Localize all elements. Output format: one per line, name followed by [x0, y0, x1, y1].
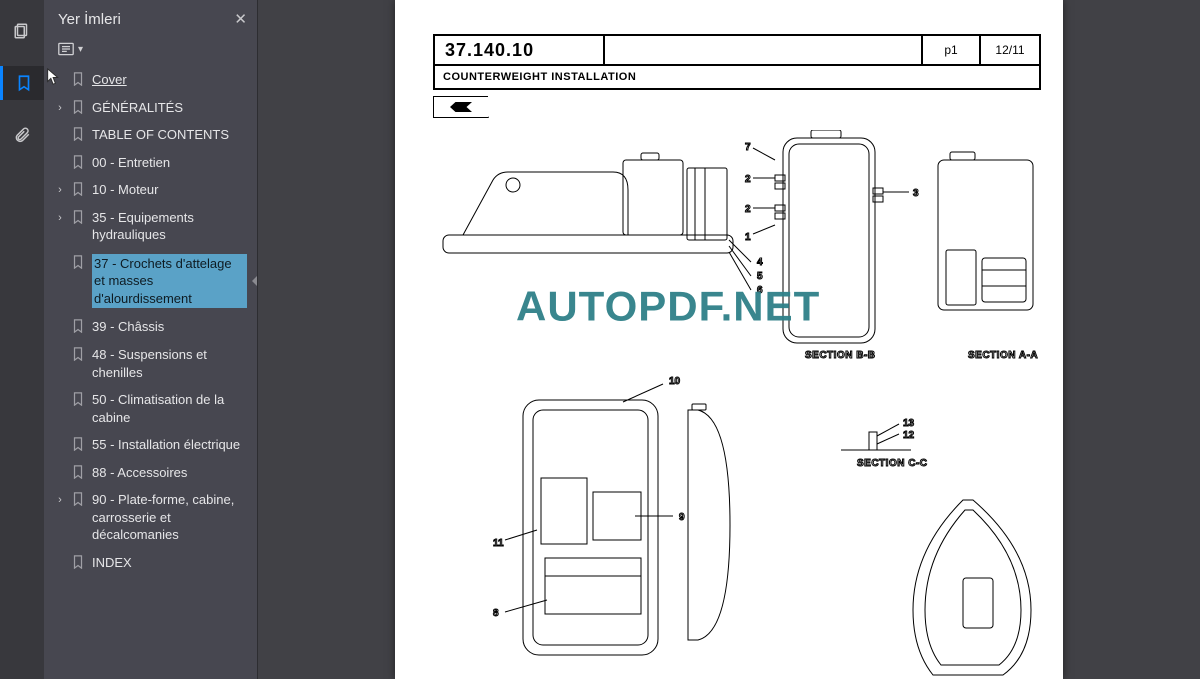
svg-text:7: 7 [745, 142, 751, 153]
page-subtitle: COUNTERWEIGHT INSTALLATION [433, 66, 1041, 90]
bookmark-item-icon [72, 392, 86, 406]
selection-marker [252, 276, 257, 286]
svg-text:12: 12 [903, 430, 915, 441]
svg-text:SECTION C-C: SECTION C-C [857, 458, 928, 469]
sidebar-item-label: 55 - Installation électrique [92, 436, 247, 454]
sidebar-item-label: 50 - Climatisation de la cabine [92, 391, 247, 426]
svg-text:2: 2 [745, 204, 751, 215]
sidebar-item[interactable]: › 10 - Moteur [50, 176, 251, 204]
sidebar-item-label: 39 - Châssis [92, 318, 247, 336]
pages-icon[interactable] [0, 14, 44, 48]
expand-icon[interactable]: › [54, 493, 66, 508]
sidebar-item[interactable]: › 90 - Plate-forme, cabine, carrosserie e… [50, 486, 251, 549]
svg-text:SECTION B-B: SECTION B-B [805, 350, 876, 361]
svg-text:1: 1 [745, 232, 751, 243]
bookmark-item-icon [72, 155, 86, 169]
svg-text:6: 6 [757, 285, 763, 296]
sidebar-item-label: INDEX [92, 554, 247, 572]
svg-text:9: 9 [679, 512, 685, 523]
bookmarks-tree[interactable]: Cover › GÉNÉRALITÉS TABLE OF CONTENTS 00 - E… [44, 66, 257, 586]
bookmark-item-icon [72, 210, 86, 224]
svg-text:3: 3 [913, 188, 919, 199]
bookmark-icon[interactable] [0, 66, 44, 100]
sidebar-item-label: 00 - Entretien [92, 154, 247, 172]
sidebar-item-label: 10 - Moteur [92, 181, 247, 199]
sidebar-item[interactable]: 88 - Accessoires [50, 459, 251, 487]
svg-text:10: 10 [669, 376, 681, 387]
svg-text:8: 8 [493, 608, 499, 619]
sidebar-item[interactable]: 55 - Installation électrique [50, 431, 251, 459]
bookmark-item-icon [72, 100, 86, 114]
tool-rail [0, 0, 44, 679]
bookmarks-panel: Yer İmleri ✕ ▾ Cover › GÉNÉRALITÉS TABLE OF… [44, 0, 258, 679]
bookmark-item-icon [72, 437, 86, 451]
sidebar-item-label: 37 - Crochets d'attelage et masses d'alo… [92, 254, 247, 309]
sidebar-item[interactable]: › 35 - Equipements hydrauliques [50, 204, 251, 249]
bookmark-item-icon [72, 72, 86, 86]
expand-icon[interactable]: › [54, 183, 66, 198]
bookmarks-toolbar[interactable]: ▾ [44, 38, 257, 66]
sidebar-item-label: GÉNÉRALITÉS [92, 99, 247, 117]
sidebar-item[interactable]: 39 - Châssis [50, 313, 251, 341]
bookmark-item-icon [72, 492, 86, 506]
sidebar-item-label: 48 - Suspensions et chenilles [92, 346, 247, 381]
sidebar-item[interactable]: Cover [50, 66, 251, 94]
bookmarks-header: Yer İmleri ✕ [44, 0, 257, 38]
bookmark-item-icon [72, 255, 86, 269]
sidebar-item-label: 88 - Accessoires [92, 464, 247, 482]
attachment-icon[interactable] [0, 118, 44, 152]
chevron-down-icon: ▾ [78, 44, 83, 55]
close-icon[interactable]: ✕ [234, 10, 247, 28]
expand-icon[interactable]: › [54, 211, 66, 226]
sidebar-item[interactable]: › GÉNÉRALITÉS [50, 94, 251, 122]
page-header-spacer [605, 36, 923, 64]
page-number: p1 [923, 36, 981, 64]
sidebar-item[interactable]: INDEX [50, 549, 251, 577]
bookmark-item-icon [72, 347, 86, 361]
pdf-viewer[interactable]: 37.140.10 p1 12/11 COUNTERWEIGHT INSTALL… [258, 0, 1200, 679]
bookmark-item-icon [72, 465, 86, 479]
sidebar-item[interactable]: 37 - Crochets d'attelage et masses d'alo… [50, 249, 251, 314]
sidebar-item[interactable]: 50 - Climatisation de la cabine [50, 386, 251, 431]
svg-text:13: 13 [903, 418, 915, 429]
page-date: 12/11 [981, 36, 1039, 64]
sidebar-item[interactable]: TABLE OF CONTENTS [50, 121, 251, 149]
bookmark-item-icon [72, 555, 86, 569]
diagram-area: 4 5 6 [433, 130, 1041, 679]
page-code: 37.140.10 [435, 36, 605, 64]
bookmark-item-icon [72, 319, 86, 333]
sidebar-item-label: 35 - Equipements hydrauliques [92, 209, 247, 244]
sidebar-item[interactable]: 00 - Entretien [50, 149, 251, 177]
svg-text:4: 4 [757, 257, 763, 268]
sidebar-item-label: TABLE OF CONTENTS [92, 126, 247, 144]
bookmark-item-icon [72, 182, 86, 196]
svg-text:2: 2 [745, 174, 751, 185]
page-header-table: 37.140.10 p1 12/11 [433, 34, 1041, 66]
svg-text:5: 5 [757, 271, 763, 282]
flag-icon [433, 96, 489, 118]
sidebar-item-label: 90 - Plate-forme, cabine, carrosserie et… [92, 491, 247, 544]
expand-icon[interactable]: › [54, 101, 66, 116]
svg-text:11: 11 [493, 538, 504, 549]
pdf-page: 37.140.10 p1 12/11 COUNTERWEIGHT INSTALL… [395, 0, 1063, 679]
sidebar-item-label: Cover [92, 71, 247, 89]
sidebar-item[interactable]: 48 - Suspensions et chenilles [50, 341, 251, 386]
svg-text:SECTION A-A: SECTION A-A [968, 350, 1038, 361]
bookmarks-title: Yer İmleri [58, 11, 121, 28]
bookmark-item-icon [72, 127, 86, 141]
app-root: Yer İmleri ✕ ▾ Cover › GÉNÉRALITÉS TABLE OF… [0, 0, 1200, 679]
